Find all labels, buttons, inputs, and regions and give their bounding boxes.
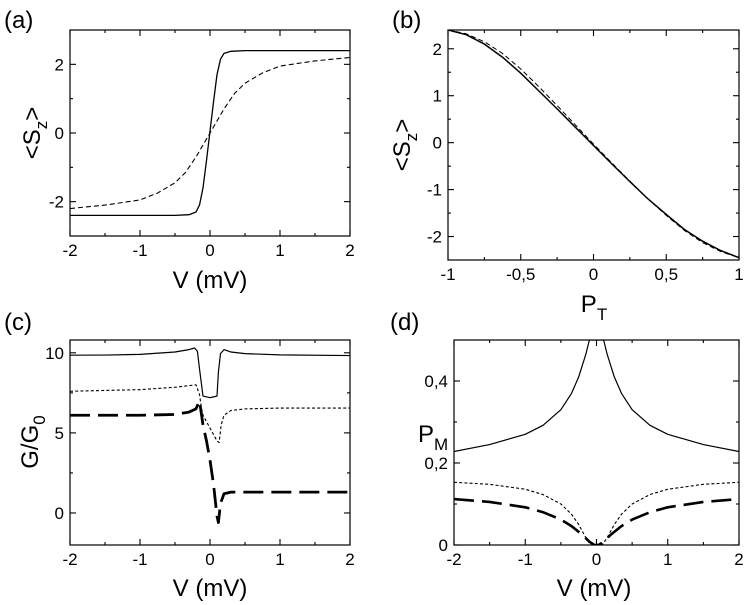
series-line-solid (454, 340, 739, 453)
series-line-dashed (448, 30, 739, 259)
x-tick-label: -1 (518, 550, 533, 569)
x-tick-label: 2 (345, 550, 354, 569)
y-tick-label: -2 (49, 193, 64, 212)
y-tick-label: 2 (55, 55, 64, 74)
series-line-dashed (70, 56, 350, 210)
panel-label: (d) (390, 309, 419, 336)
series-line-long-dashed (454, 497, 739, 545)
series-line-dotted (454, 481, 739, 545)
x-tick-label: 2 (734, 550, 743, 569)
y-tick-label: 0,4 (424, 372, 448, 391)
x-axis-label-sub: T (597, 305, 607, 324)
y-tick-label: -2 (427, 228, 442, 247)
x-axis-label: V (mV) (173, 267, 248, 294)
x-tick-label: 0,5 (654, 265, 678, 284)
x-tick-label: 0 (205, 550, 214, 569)
x-tick-label: -1 (132, 241, 147, 260)
panel-b: -1 -0,5 0 0,5 1 -2 -1 0 1 2 (b) PT <Sz> (389, 7, 744, 324)
x-tick-label: 0 (592, 550, 601, 569)
panel-d: -2 -1 0 1 2 0 0,2 0,4 (d) V (mV) PM (390, 309, 744, 602)
panel-label: (c) (4, 309, 32, 336)
panel-label: (a) (4, 7, 33, 34)
x-tick-label: -0,5 (506, 265, 535, 284)
x-tick-label: 1 (663, 550, 672, 569)
x-tick-label: -2 (62, 241, 77, 260)
panel-label: (b) (392, 7, 421, 34)
y-axis-label-sub: z (402, 133, 421, 142)
plot-frame (69, 339, 351, 546)
y-tick-label: 2 (433, 40, 442, 59)
y-tick-label: 5 (55, 424, 64, 443)
x-tick-label: 1 (275, 241, 284, 260)
y-axis-label-sub: M (434, 435, 448, 454)
x-tick-label: -2 (62, 550, 77, 569)
x-tick-label: 0 (205, 241, 214, 260)
x-tick-label: -1 (440, 265, 455, 284)
y-tick-label: 0 (55, 124, 64, 143)
series-line-long-dashed (70, 399, 350, 524)
y-axis-label: <Sz> (19, 107, 51, 160)
x-tick-label: 1 (275, 550, 284, 569)
y-tick-label: 1 (433, 87, 442, 106)
x-axis-label: PT (581, 291, 607, 324)
y-tick-label: 0 (55, 504, 64, 523)
y-axis-label: G/G0 (17, 415, 49, 468)
y-axis-label: <Sz> (389, 119, 421, 172)
series-line-dotted (70, 384, 350, 444)
x-tick-label: -1 (132, 550, 147, 569)
y-axis-label-sub: 0 (30, 415, 49, 424)
x-tick-label: 2 (345, 241, 354, 260)
series-line-solid (448, 30, 739, 259)
y-axis-label-main: G/G (17, 425, 44, 469)
x-tick-label: 1 (734, 265, 743, 284)
y-tick-label: -1 (427, 181, 442, 200)
x-tick-label: -2 (446, 550, 461, 569)
y-axis-label-end: > (19, 107, 46, 121)
x-axis-label-main: P (581, 291, 597, 318)
series-line-solid (70, 49, 350, 217)
y-axis-label: PM (418, 421, 448, 454)
y-tick-label: 10 (45, 344, 64, 363)
y-axis-label-main: P (418, 421, 434, 448)
y-axis-label-sub: z (32, 121, 51, 130)
panel-a: -2 -1 0 1 2 -2 0 2 (a) V (mV) <Sz> (4, 7, 355, 294)
y-tick-label: 0,2 (424, 454, 448, 473)
y-axis-label-main: <S (19, 129, 46, 159)
series-line-solid (70, 347, 350, 399)
x-axis-label: V (mV) (557, 575, 632, 602)
y-axis-label-end: > (389, 119, 416, 133)
y-tick-label: 0 (439, 536, 448, 555)
y-axis-label-main: <S (389, 141, 416, 171)
x-axis-label: V (mV) (173, 575, 248, 602)
x-tick-label: 0 (589, 265, 598, 284)
y-tick-label: 0 (433, 134, 442, 153)
